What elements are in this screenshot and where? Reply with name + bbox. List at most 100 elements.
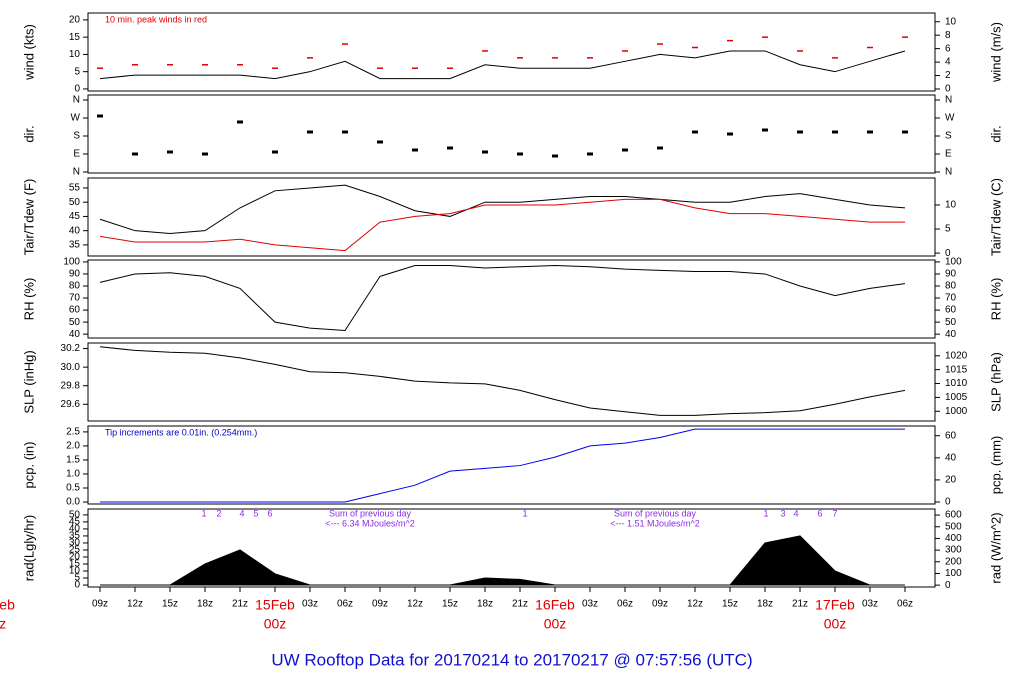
y2-tick-label: 300 xyxy=(945,545,962,556)
dir-dot xyxy=(237,120,243,124)
rad-note: <--- 1.51 MJoules/m^2 xyxy=(610,518,700,528)
y2-tick-label: S xyxy=(945,131,952,142)
day-time-label: 00z xyxy=(0,616,6,632)
y2-tick-label: 40 xyxy=(945,452,957,463)
y2-tick-label: 1005 xyxy=(945,392,968,403)
dir-dot xyxy=(167,150,173,154)
day-label: 14Feb xyxy=(0,597,15,613)
y2-axis-label: RH (%) xyxy=(988,278,1003,321)
y-tick-label: 5 xyxy=(74,573,80,584)
y2-tick-label: 60 xyxy=(945,305,957,316)
dir-dot xyxy=(342,130,348,134)
y2-tick-label: 8 xyxy=(945,30,951,41)
x-tick-label: 15z xyxy=(722,599,738,610)
y-tick-label: 90 xyxy=(69,269,81,280)
hour-marker: 1 xyxy=(522,508,527,518)
y-tick-label: 30 xyxy=(69,538,81,549)
dir-dot xyxy=(622,148,628,152)
x-tick-label: 18z xyxy=(477,599,493,610)
y-tick-label: 35 xyxy=(69,531,81,542)
day-time-label: 00z xyxy=(824,616,847,632)
rad-note: Sum of previous day xyxy=(614,508,697,518)
y2-axis-label: dir. xyxy=(988,125,1003,142)
x-tick-label: 09z xyxy=(92,599,108,610)
hour-marker: 4 xyxy=(793,508,798,518)
dir-dot xyxy=(692,130,698,134)
y-tick-label: 45 xyxy=(69,211,81,222)
y2-tick-label: 4 xyxy=(945,57,951,68)
y-axis-label: RH (%) xyxy=(21,278,36,321)
dir-dot xyxy=(202,152,208,156)
day-label: 17Feb xyxy=(815,597,855,613)
y-tick-label: 0 xyxy=(74,580,80,591)
dir-dot xyxy=(307,130,313,134)
y2-tick-label: 1015 xyxy=(945,364,968,375)
y-tick-label: 0.0 xyxy=(66,497,80,508)
panel-frame xyxy=(87,259,936,339)
dir-dot xyxy=(552,154,558,158)
dir-dot xyxy=(867,130,873,134)
y-tick-label: 30.2 xyxy=(61,343,81,354)
y-axis-label: Tair/Tdew (F) xyxy=(21,179,36,256)
x-tick-label: 12z xyxy=(687,599,703,610)
y2-tick-label: 60 xyxy=(945,430,957,441)
y-tick-label: 2.0 xyxy=(66,441,80,452)
series-line xyxy=(99,265,906,332)
x-tick-label: 21z xyxy=(792,599,808,610)
x-tick-label: 09z xyxy=(652,599,668,610)
hour-marker: 3 xyxy=(780,508,785,518)
y-tick-label: 50 xyxy=(69,317,81,328)
y2-axis-label: rad (W/m^2) xyxy=(988,512,1003,583)
series-line xyxy=(99,346,906,416)
dir-dot xyxy=(657,146,663,150)
y-tick-label: 1.0 xyxy=(66,469,80,480)
y-tick-label: 0 xyxy=(74,84,80,95)
y2-tick-label: 1010 xyxy=(945,378,968,389)
dir-dot xyxy=(272,150,278,154)
x-tick-label: 06z xyxy=(617,599,633,610)
panel-frame xyxy=(87,425,936,505)
y2-tick-label: 500 xyxy=(945,521,962,532)
series-line xyxy=(99,184,906,235)
y-tick-label: 0.5 xyxy=(66,483,80,494)
series-line xyxy=(99,50,906,80)
x-tick-label: 03z xyxy=(302,599,318,610)
hour-marker: 2 xyxy=(216,508,221,518)
y-tick-label: 10 xyxy=(69,566,81,577)
y2-tick-label: 6 xyxy=(945,43,951,54)
y-tick-label: N xyxy=(73,95,80,106)
dir-dot xyxy=(517,152,523,156)
y-tick-label: S xyxy=(73,131,80,142)
y-tick-label: 100 xyxy=(63,257,80,268)
hour-marker: 5 xyxy=(253,508,258,518)
y2-tick-label: 0 xyxy=(945,84,951,95)
y-tick-label: 20 xyxy=(69,552,81,563)
dir-dot xyxy=(447,146,453,150)
y2-tick-label: 40 xyxy=(945,329,957,340)
x-tick-label: 15z xyxy=(162,599,178,610)
y-tick-label: 80 xyxy=(69,281,81,292)
y-tick-label: 55 xyxy=(69,183,81,194)
y-tick-label: W xyxy=(71,113,81,124)
dir-dot xyxy=(482,150,488,154)
y-tick-label: 2.5 xyxy=(66,427,80,438)
y-tick-label: 60 xyxy=(69,305,81,316)
dir-dot xyxy=(587,152,593,156)
y-axis-label: SLP (inHg) xyxy=(21,350,36,413)
y2-tick-label: 90 xyxy=(945,269,957,280)
hour-marker: 6 xyxy=(267,508,272,518)
y2-axis-label: wind (m/s) xyxy=(988,22,1003,83)
y-axis-label: dir. xyxy=(21,125,36,142)
dir-dot xyxy=(97,114,103,118)
rad-note: <--- 6.34 MJoules/m^2 xyxy=(325,518,415,528)
y2-tick-label: 0 xyxy=(945,497,951,508)
y2-axis-label: SLP (hPa) xyxy=(988,352,1003,412)
y-axis-label: rad(Lgly/hr) xyxy=(21,515,36,581)
y-tick-label: 35 xyxy=(69,240,81,251)
rad-area xyxy=(100,535,905,586)
x-tick-label: 12z xyxy=(127,599,143,610)
y2-axis-label: pcp. (mm) xyxy=(988,436,1003,495)
series-line xyxy=(100,428,905,503)
y-tick-label: E xyxy=(73,149,80,160)
